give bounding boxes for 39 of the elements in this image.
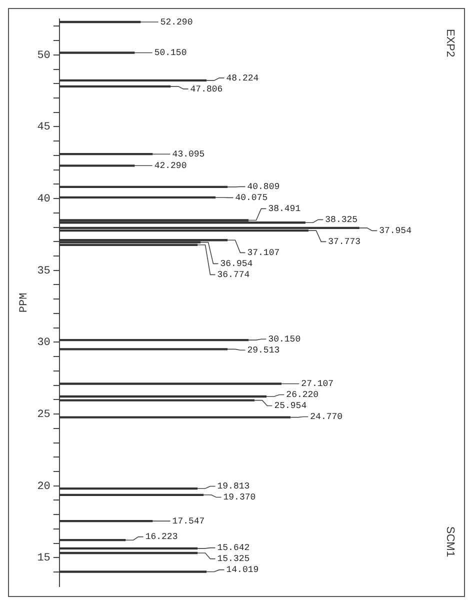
y-tick-label: 20 (37, 480, 50, 493)
y-tick-label: 30 (37, 337, 50, 350)
annotation: 50.150 (154, 48, 187, 58)
annotation: 36.954 (220, 259, 253, 270)
y-tick-label: 15 (37, 552, 50, 565)
annotation: 37.773 (328, 237, 361, 248)
annotation: 19.813 (217, 482, 250, 492)
annotation: 52.290 (160, 17, 193, 28)
text: SCM1 (444, 526, 456, 557)
annotation: 29.513 (247, 346, 280, 356)
annotation: 48.224 (226, 73, 259, 84)
annotation: 14.019 (226, 565, 259, 576)
annotation: 19.370 (223, 492, 256, 503)
annotation: 40.809 (247, 182, 280, 192)
y-axis-title: PPM (18, 292, 31, 313)
y-tick-label: 40 (37, 193, 50, 206)
annotation: 25.954 (274, 401, 307, 412)
y-tick-label: 45 (37, 122, 50, 134)
y-tick-label: 50 (37, 50, 50, 62)
annotation: 42.290 (154, 161, 187, 172)
annotation: 24.770 (310, 412, 343, 422)
annotation: 27.107 (301, 379, 334, 390)
annotation: 38.491 (268, 204, 301, 214)
annotation: 36.774 (217, 270, 250, 280)
annotation: 26.220 (286, 390, 319, 400)
text: EXP2 (444, 29, 456, 58)
annotation: 37.107 (247, 248, 280, 258)
annotation: 15.642 (217, 543, 250, 554)
annotation: 40.075 (235, 193, 268, 204)
y-tick-label: 35 (37, 265, 50, 278)
annotation: 16.223 (145, 532, 178, 542)
y-tick-label: 25 (37, 408, 50, 421)
annotation: 47.806 (190, 84, 223, 94)
annotation: 43.095 (172, 149, 205, 160)
annotation: 38.325 (325, 215, 358, 226)
annotation: 17.547 (172, 516, 205, 526)
annotation: 37.954 (379, 226, 412, 236)
annotation: 30.150 (268, 334, 301, 345)
annotation: 15.325 (217, 554, 250, 564)
